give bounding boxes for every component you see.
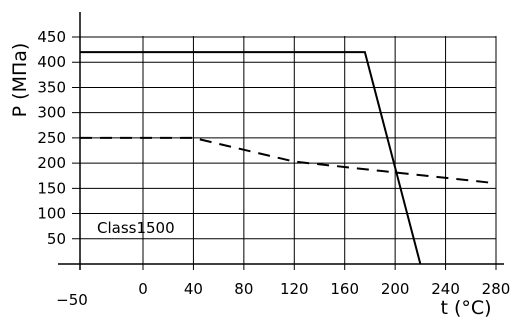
- x-tick-label: 40: [184, 280, 203, 298]
- y-tick-label: 450: [37, 28, 66, 46]
- axes: [58, 12, 504, 270]
- y-tick-label: 150: [37, 179, 66, 197]
- series-lines: [80, 51, 497, 265]
- x-axis-title: t (°C): [440, 297, 491, 319]
- series-line-0: [80, 51, 422, 265]
- y-tick-label: 250: [37, 129, 66, 147]
- x-tick-label: 200: [381, 280, 410, 298]
- x-tick-label: 0: [138, 280, 148, 298]
- y-tick-label: 400: [37, 53, 66, 71]
- y-tick-label: 100: [37, 205, 66, 223]
- x-tick-label: 120: [280, 280, 309, 298]
- y-tick-label: 50: [47, 230, 66, 248]
- x-tick-label: 280: [482, 280, 511, 298]
- x-tick-label: 240: [431, 280, 460, 298]
- y-tick-label: 300: [37, 104, 66, 122]
- tick-labels: 50 100 150 200 250 300 350 400 450 −50 0 40 80 120 160…: [37, 28, 510, 309]
- x-tick-label: −50: [56, 291, 88, 309]
- x-tick-label: 160: [330, 280, 359, 298]
- x-tick-label: 80: [234, 280, 253, 298]
- y-tick-label: 200: [37, 154, 66, 172]
- series-annotation-class1500: Class1500: [97, 219, 175, 237]
- y-tick-label: 350: [37, 78, 66, 96]
- y-axis-title: P (МПа): [9, 43, 31, 118]
- series-line-1: [80, 136, 497, 185]
- grid-lines: [72, 36, 497, 270]
